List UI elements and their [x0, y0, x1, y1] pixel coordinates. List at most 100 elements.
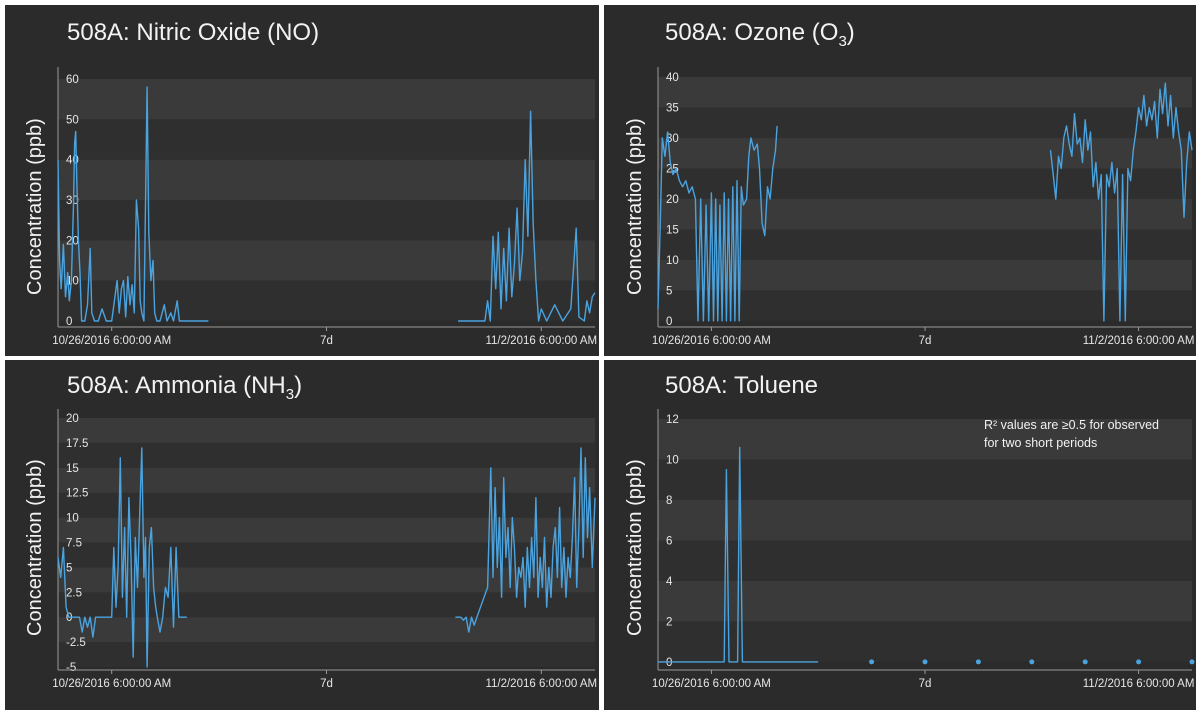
- x-tick-label: 7d: [320, 678, 333, 690]
- grid-band: [58, 280, 595, 321]
- y-tick-label: 7.5: [66, 537, 82, 549]
- grid-band: [58, 467, 595, 493]
- grid-band: [658, 77, 1192, 108]
- grid-band: [658, 580, 1192, 622]
- grid-band: [58, 119, 595, 160]
- chart-title-end: ): [846, 19, 855, 46]
- series-line: [657, 125, 778, 322]
- grid-band: [58, 417, 595, 443]
- grid-band: [58, 442, 595, 468]
- grid-band: [658, 459, 1192, 501]
- x-tick-label: 10/26/2016 6:00:00 AM: [52, 678, 171, 690]
- chart-panel-ammonia: 508A: Ammonia (NH3) Concentration (ppb) …: [5, 360, 599, 710]
- y-tick-label: 10: [66, 513, 79, 525]
- chart-title-main: 508A: Ozone (O: [665, 19, 839, 46]
- grid-band: [58, 642, 595, 668]
- chart-title-end: ): [311, 19, 320, 46]
- x-tick-label: 7d: [919, 678, 932, 690]
- y-tick-label: 50: [66, 114, 79, 126]
- x-ticks: 10/26/2016 6:00:00 AM 7d 11/2/2016 6:00:00…: [52, 327, 597, 347]
- y-tick-label: 30: [666, 133, 679, 145]
- x-tick-label: 10/26/2016 6:00:00 AM: [652, 335, 771, 347]
- y-tick-label: 60: [66, 74, 79, 86]
- chart-note: R² values are ≥0.5 for observed for two …: [984, 418, 1159, 450]
- grid-band: [658, 540, 1192, 581]
- series-point: [1082, 659, 1088, 665]
- chart-title: 508A: Ammonia (NH3): [67, 372, 302, 403]
- y-tick-label: 0: [66, 316, 72, 328]
- chart-title-subscript: 3: [285, 385, 295, 403]
- chart-svg: -5 -2.5 0 2.5 5 7.5 10 12.5 15 17.5 20 10/26/2016 …: [52, 409, 597, 690]
- grid-band: [658, 199, 1192, 230]
- y-tick-label: 12: [666, 414, 679, 426]
- series-point: [1029, 659, 1035, 665]
- y-tick-label: 5: [66, 562, 72, 574]
- series-point: [869, 659, 875, 665]
- chart-title-main: 508A: Ammonia (NH: [67, 372, 286, 399]
- x-tick-label: 11/2/2016 6:00:00 AM: [485, 335, 597, 347]
- series-point: [975, 659, 981, 665]
- x-tick-label: 7d: [919, 335, 932, 347]
- x-tick-label: 10/26/2016 6:00:00 AM: [52, 335, 171, 347]
- x-ticks: 10/26/2016 6:00:00 AM 7d 11/2/2016 6:00:00…: [652, 670, 1195, 690]
- y-tick-label: -5: [66, 662, 76, 674]
- y-tick-label: 0: [666, 657, 672, 669]
- grid-band: [58, 159, 595, 201]
- plot-area: [658, 446, 1195, 665]
- x-tick-label: 11/2/2016 6:00:00 AM: [485, 678, 597, 690]
- series-line: [57, 447, 187, 668]
- grid-band: [658, 138, 1192, 169]
- grid-band: [658, 621, 1192, 662]
- y-tick-label: 10: [666, 255, 679, 267]
- y-tick-label: 6: [666, 535, 672, 547]
- x-tick-label: 11/2/2016 6:00:00 AM: [1083, 335, 1195, 347]
- y-tick-label: 35: [666, 103, 679, 115]
- grid-band: [58, 567, 595, 593]
- y-tick-label: 20: [666, 194, 679, 206]
- series-line: [455, 447, 596, 633]
- y-tick-label: 5: [666, 285, 672, 297]
- grid-band: [58, 492, 595, 518]
- series-line: [458, 110, 596, 322]
- y-tick-label: 4: [666, 576, 673, 588]
- y-ticks: -5 -2.5 0 2.5 5 7.5 10 12.5 15 17.5 20: [66, 413, 88, 674]
- y-tick-label: 30: [66, 195, 79, 207]
- chart-title: 508A: Nitric Oxide (NO): [67, 19, 319, 50]
- y-tick-label: 40: [666, 72, 679, 84]
- y-tick-label: 2.5: [66, 587, 82, 599]
- y-tick-label: 17.5: [66, 438, 88, 450]
- grid-band: [658, 500, 1192, 541]
- plot-area: [57, 447, 596, 668]
- chart-svg: 0 2 4 6 8 10 12 10/26/2016 6:00:00 AM 7d 11/2/20…: [652, 409, 1195, 690]
- y-tick-label: 10: [666, 455, 679, 467]
- grid-band: [658, 107, 1192, 139]
- y-tick-label: 8: [666, 495, 672, 507]
- y-tick-label: 10: [66, 276, 79, 288]
- y-tick-label: 15: [666, 224, 679, 236]
- chart-panel-nitric-oxide: 508A: Nitric Oxide (NO) Concentration (p…: [5, 5, 599, 356]
- x-ticks: 10/26/2016 6:00:00 AM 7d 11/2/2016 6:00:00…: [652, 327, 1195, 347]
- grid-band: [658, 419, 1192, 460]
- chart-title-main: 508A: Nitric Oxide (NO: [67, 19, 312, 46]
- y-ticks: 0 2 4 6 8 10 12: [666, 414, 679, 669]
- grid-band: [658, 168, 1192, 199]
- series-line: [57, 86, 209, 322]
- grid-band: [58, 200, 595, 241]
- x-tick-label: 11/2/2016 6:00:00 AM: [1083, 678, 1195, 690]
- chart-title-main: 508A: Toluene: [665, 372, 819, 399]
- y-tick-label: -2.5: [66, 637, 86, 649]
- x-tick-label: 7d: [320, 335, 333, 347]
- chart-title-subscript: 3: [838, 32, 847, 50]
- y-tick-label: 12.5: [66, 488, 88, 500]
- grid-bands: [658, 419, 1192, 662]
- chart-title: 508A: Toluene: [665, 372, 818, 403]
- chart-title: 508A: Ozone (O3): [665, 19, 855, 50]
- grid-band: [58, 617, 595, 643]
- y-tick-label: 0: [66, 612, 72, 624]
- grid-band: [58, 592, 595, 618]
- grid-bands: [58, 79, 595, 321]
